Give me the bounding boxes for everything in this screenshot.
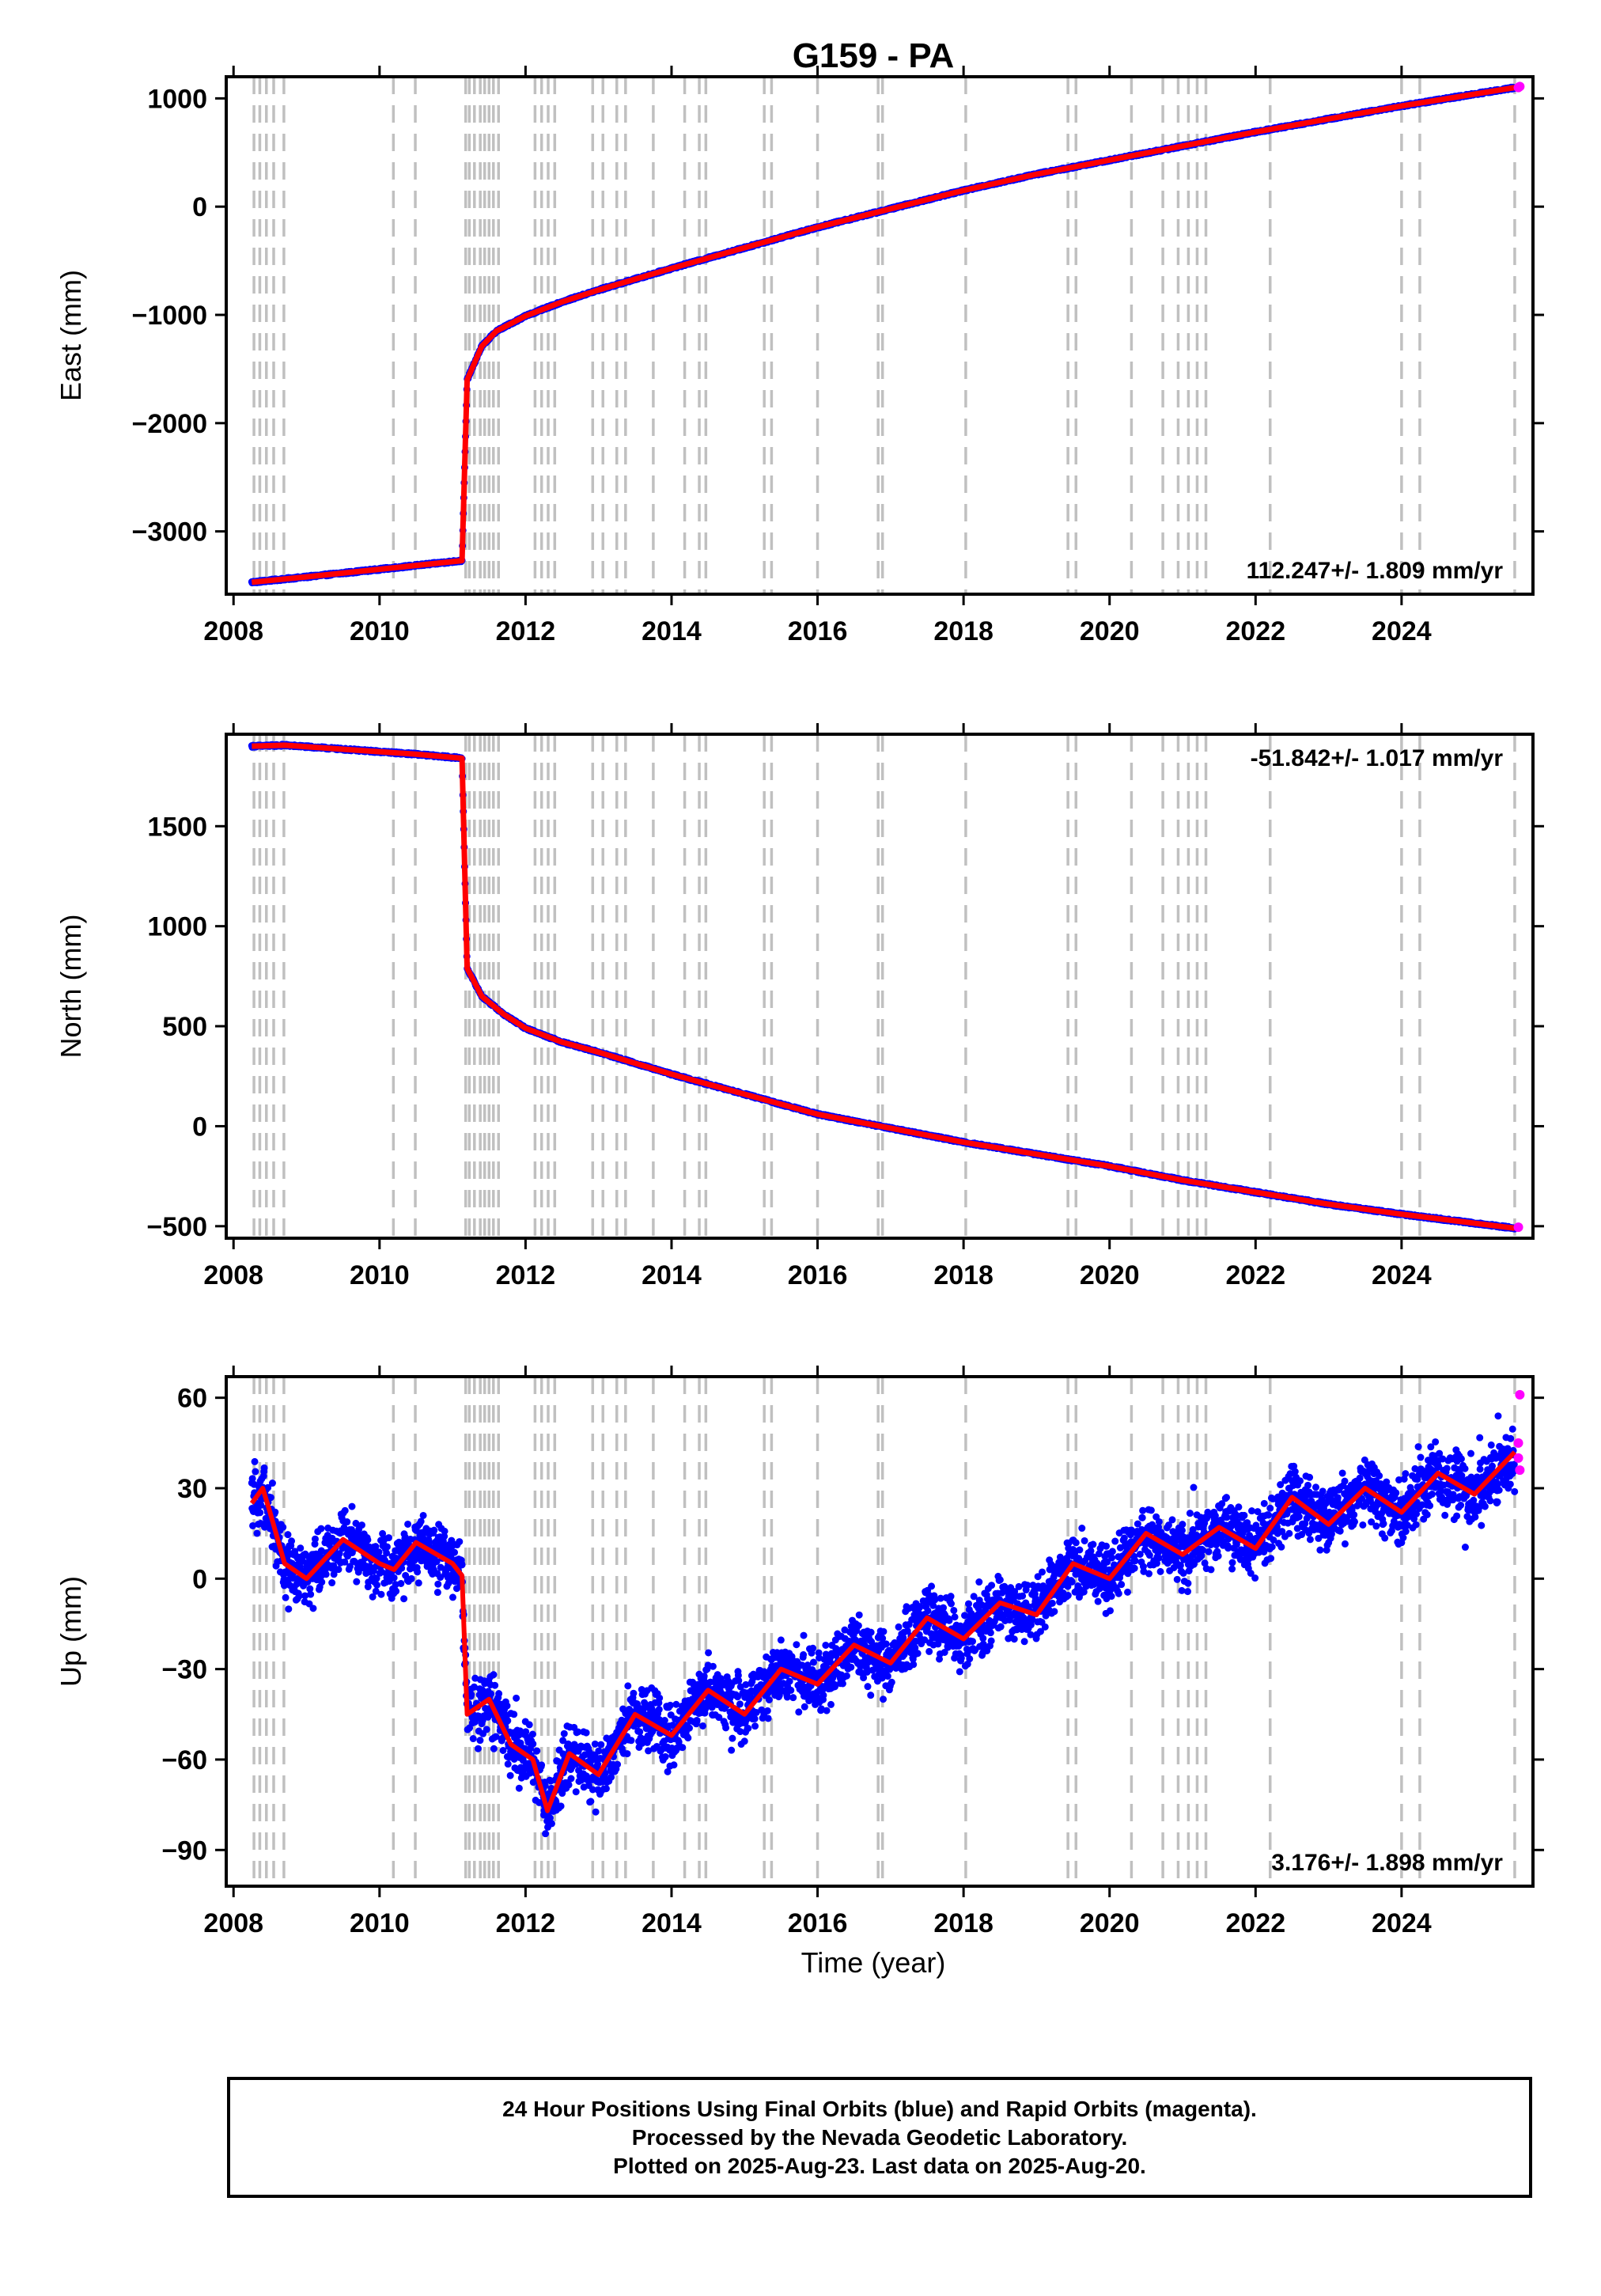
x-tick-label: 2012 — [496, 1908, 556, 1938]
caption-line-1: 24 Hour Positions Using Final Orbits (bl… — [502, 2096, 1257, 2121]
x-tick-label: 2010 — [350, 1260, 410, 1290]
y-axis-label-up: Up (mm) — [55, 1576, 87, 1687]
y-tick-label: −500 — [146, 1212, 207, 1242]
panel-frame-east — [225, 75, 1535, 596]
y-tick-label: 1500 — [147, 812, 207, 842]
panel-frame-north — [225, 733, 1535, 1240]
y-tick-label: −3000 — [132, 517, 208, 547]
panel-up: 60 30 0 −30 −60 −90 2008 2010 2012 2014 2016 2018 20… — [55, 1366, 1544, 1938]
x-tick-label: 2008 — [203, 1908, 263, 1938]
y-tick-label: −1000 — [132, 301, 208, 331]
y-tick-label: −30 — [161, 1655, 207, 1685]
rapid-orbit-point — [1513, 1438, 1523, 1448]
y-tick-label: 30 — [177, 1474, 207, 1504]
y-axis-label-north: North (mm) — [55, 915, 87, 1059]
y-tick-label: 0 — [192, 1112, 207, 1142]
caption-line-3: Plotted on 2025-Aug-23. Last data on 202… — [613, 2153, 1146, 2178]
x-tick-label: 2016 — [788, 616, 848, 646]
x-tick-label: 2016 — [788, 1260, 848, 1290]
x-tick-label: 2014 — [642, 616, 702, 646]
x-tick-label: 2010 — [350, 1908, 410, 1938]
panel-north: 1500 1000 500 0 −500 2008 2010 2012 2014 2016 2018… — [55, 723, 1544, 1290]
x-tick-label: 2014 — [642, 1908, 702, 1938]
x-tick-label: 2024 — [1372, 1260, 1432, 1290]
y-tick-label: −2000 — [132, 409, 208, 439]
x-tick-label: 2018 — [933, 1260, 994, 1290]
rate-label-east: 112.247+/- 1.809 mm/yr — [1247, 558, 1504, 584]
x-tick-label: 2020 — [1080, 616, 1140, 646]
x-tick-label: 2010 — [350, 616, 410, 646]
final-orbit-points-north — [248, 741, 1519, 1233]
plot-area-north — [248, 734, 1523, 1238]
x-tick-label: 2008 — [203, 1260, 263, 1290]
rate-label-up: 3.176+/- 1.898 mm/yr — [1271, 1850, 1503, 1876]
x-tick-label: 2020 — [1080, 1908, 1140, 1938]
rate-label-north: -51.842+/- 1.017 mm/yr — [1251, 745, 1504, 771]
y-tick-label: 500 — [162, 1012, 207, 1042]
x-tick-label: 2024 — [1372, 616, 1432, 646]
x-tick-label: 2018 — [933, 616, 994, 646]
rapid-orbit-point — [1513, 1222, 1523, 1233]
x-tick-label: 2012 — [496, 616, 556, 646]
rapid-orbit-point — [1515, 1465, 1525, 1476]
x-tick-label: 2012 — [496, 1260, 556, 1290]
panel-east: 1000 0 −1000 −2000 −3000 2008 2010 2012 2014 2016… — [55, 66, 1544, 646]
final-orbit-points-up — [248, 1412, 1519, 1838]
y-tick-label: −60 — [161, 1745, 207, 1775]
model-line-north — [252, 742, 1516, 1231]
y-axis-label-east: East (mm) — [55, 270, 87, 401]
x-tick-label: 2022 — [1225, 616, 1285, 646]
x-tick-label: 2020 — [1080, 1260, 1140, 1290]
rapid-orbit-point — [1513, 1453, 1523, 1463]
x-tick-label: 2022 — [1225, 1908, 1285, 1938]
x-tick-label: 2022 — [1225, 1260, 1285, 1290]
x-tick-label: 2016 — [788, 1908, 848, 1938]
y-tick-label: −90 — [161, 1836, 207, 1866]
x-tick-label: 2018 — [933, 1908, 994, 1938]
x-axis-label: Time (year) — [801, 1946, 946, 1979]
model-line-east — [251, 85, 1516, 585]
caption-line-2: Processed by the Nevada Geodetic Laborat… — [631, 2124, 1128, 2150]
panel-frame-up — [225, 1375, 1535, 1888]
caption-box: 24 Hour Positions Using Final Orbits (bl… — [227, 2077, 1532, 2198]
y-tick-label: 1000 — [147, 912, 207, 942]
x-tick-label: 2008 — [203, 616, 263, 646]
rapid-orbit-point — [1515, 81, 1525, 92]
rapid-orbit-point — [1515, 1389, 1525, 1400]
y-tick-label: 60 — [177, 1384, 207, 1414]
model-line-up — [249, 1450, 1517, 1813]
plot-area-up — [248, 1377, 1525, 1886]
chart-title: G159 - PA — [793, 36, 955, 75]
y-tick-label: 1000 — [147, 84, 207, 114]
y-tick-label: 0 — [192, 1564, 207, 1594]
plot-area-east — [248, 77, 1525, 594]
y-tick-label: 0 — [192, 192, 207, 222]
x-tick-label: 2014 — [642, 1260, 702, 1290]
x-tick-label: 2024 — [1372, 1908, 1432, 1938]
